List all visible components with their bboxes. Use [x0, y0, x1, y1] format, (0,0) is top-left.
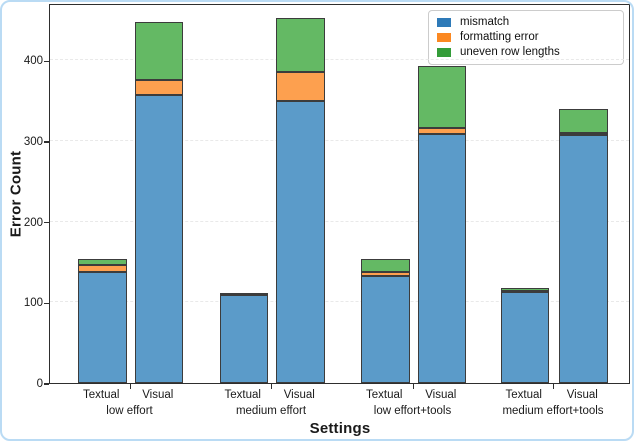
- gridline-400: [50, 59, 629, 61]
- ytick-label-200: 200: [23, 216, 43, 229]
- y-tick-mark-300: [44, 141, 49, 143]
- legend-item-formatting-error: formatting error: [437, 31, 615, 43]
- xtick-label-textual-medium-effort-tools: Textual: [505, 389, 542, 401]
- bar-visual-medium-effort-tools-formatting-error: [559, 132, 608, 135]
- bar-textual-low-effort-tools-formatting-error: [361, 272, 410, 276]
- bar-textual-low-effort-mismatch: [78, 272, 127, 383]
- y-tick-mark-400: [44, 60, 49, 62]
- legend-label-formatting-error: formatting error: [460, 31, 539, 43]
- bar-visual-medium-effort-mismatch: [276, 100, 325, 383]
- group-label-medium-effort-tools: medium effort+tools: [502, 405, 604, 417]
- bar-visual-low-effort-tools-uneven-row-lengths: [417, 65, 466, 129]
- y-tick-mark-0: [44, 383, 49, 385]
- legend-swatch-mismatch-icon: [437, 17, 451, 27]
- xtick-label-visual-medium-effort-tools: Visual: [566, 389, 598, 401]
- y-tick-mark-200: [44, 221, 49, 224]
- legend-swatch-formatting-error-icon: [437, 32, 451, 42]
- gridline-100: [50, 301, 629, 303]
- ytick-label-100: 100: [23, 297, 43, 310]
- bar-visual-medium-effort-uneven-row-lengths: [276, 17, 325, 73]
- bar-visual-medium-effort-tools-uneven-row-lengths: [559, 108, 608, 133]
- xtick-label-textual-low-effort-tools: Textual: [366, 389, 403, 401]
- xtick-label-visual-medium-effort: Visual: [283, 389, 315, 401]
- bar-visual-medium-effort-tools-mismatch: [559, 134, 608, 383]
- x-tick-mark-medium-effort: [271, 384, 273, 389]
- bar-textual-low-effort-tools-uneven-row-lengths: [361, 258, 410, 273]
- legend-item-mismatch: mismatch: [437, 16, 615, 28]
- ytick-label-300: 300: [23, 135, 43, 148]
- group-label-low-effort: low effort: [106, 405, 153, 417]
- legend: mismatch formatting error uneven row lengt…: [428, 10, 624, 65]
- legend-label-uneven-row-lengths: uneven row lengths: [460, 46, 560, 58]
- ytick-label-0: 0: [36, 378, 43, 390]
- xtick-label-textual-medium-effort: Textual: [224, 389, 261, 401]
- x-tick-mark-low-effort-tools: [412, 384, 414, 389]
- bar-visual-low-effort-tools-formatting-error: [417, 128, 466, 134]
- bar-visual-low-effort-uneven-row-lengths: [134, 21, 183, 81]
- legend-item-uneven-row-lengths: uneven row lengths: [437, 46, 615, 58]
- bar-visual-low-effort-formatting-error: [134, 80, 183, 95]
- y-tick-mark-100: [44, 302, 49, 304]
- group-label-low-effort-tools: low effort+tools: [373, 405, 452, 417]
- legend-swatch-uneven-row-lengths-icon: [437, 47, 451, 57]
- bar-textual-medium-effort-uneven-row-lengths: [219, 293, 268, 296]
- bar-textual-medium-effort-tools-uneven-row-lengths: [500, 287, 549, 292]
- bar-visual-low-effort-mismatch: [134, 94, 183, 383]
- ytick-label-400: 400: [23, 55, 43, 68]
- legend-label-mismatch: mismatch: [460, 16, 510, 28]
- gridline-300: [50, 139, 629, 141]
- xtick-label-visual-low-effort: Visual: [142, 389, 174, 401]
- xtick-label-textual-low-effort: Textual: [83, 389, 120, 401]
- gridline-200: [50, 220, 629, 222]
- xtick-label-visual-low-effort-tools: Visual: [425, 389, 457, 401]
- bar-textual-medium-effort-mismatch: [219, 295, 268, 383]
- x-axis-title: Settings: [309, 420, 371, 437]
- group-label-medium-effort: medium effort: [235, 405, 307, 417]
- x-tick-mark-low-effort: [129, 384, 131, 389]
- x-tick-mark-medium-effort-tools: [553, 384, 555, 389]
- plot-area: mismatch formatting error uneven row lengt…: [49, 4, 630, 384]
- bar-visual-low-effort-tools-mismatch: [417, 133, 466, 383]
- bar-textual-low-effort-formatting-error: [78, 265, 127, 273]
- bar-visual-medium-effort-formatting-error: [276, 72, 325, 101]
- bar-textual-medium-effort-tools-mismatch: [500, 291, 549, 383]
- bar-textual-low-effort-tools-mismatch: [361, 275, 410, 383]
- bar-textual-low-effort-uneven-row-lengths: [78, 258, 127, 266]
